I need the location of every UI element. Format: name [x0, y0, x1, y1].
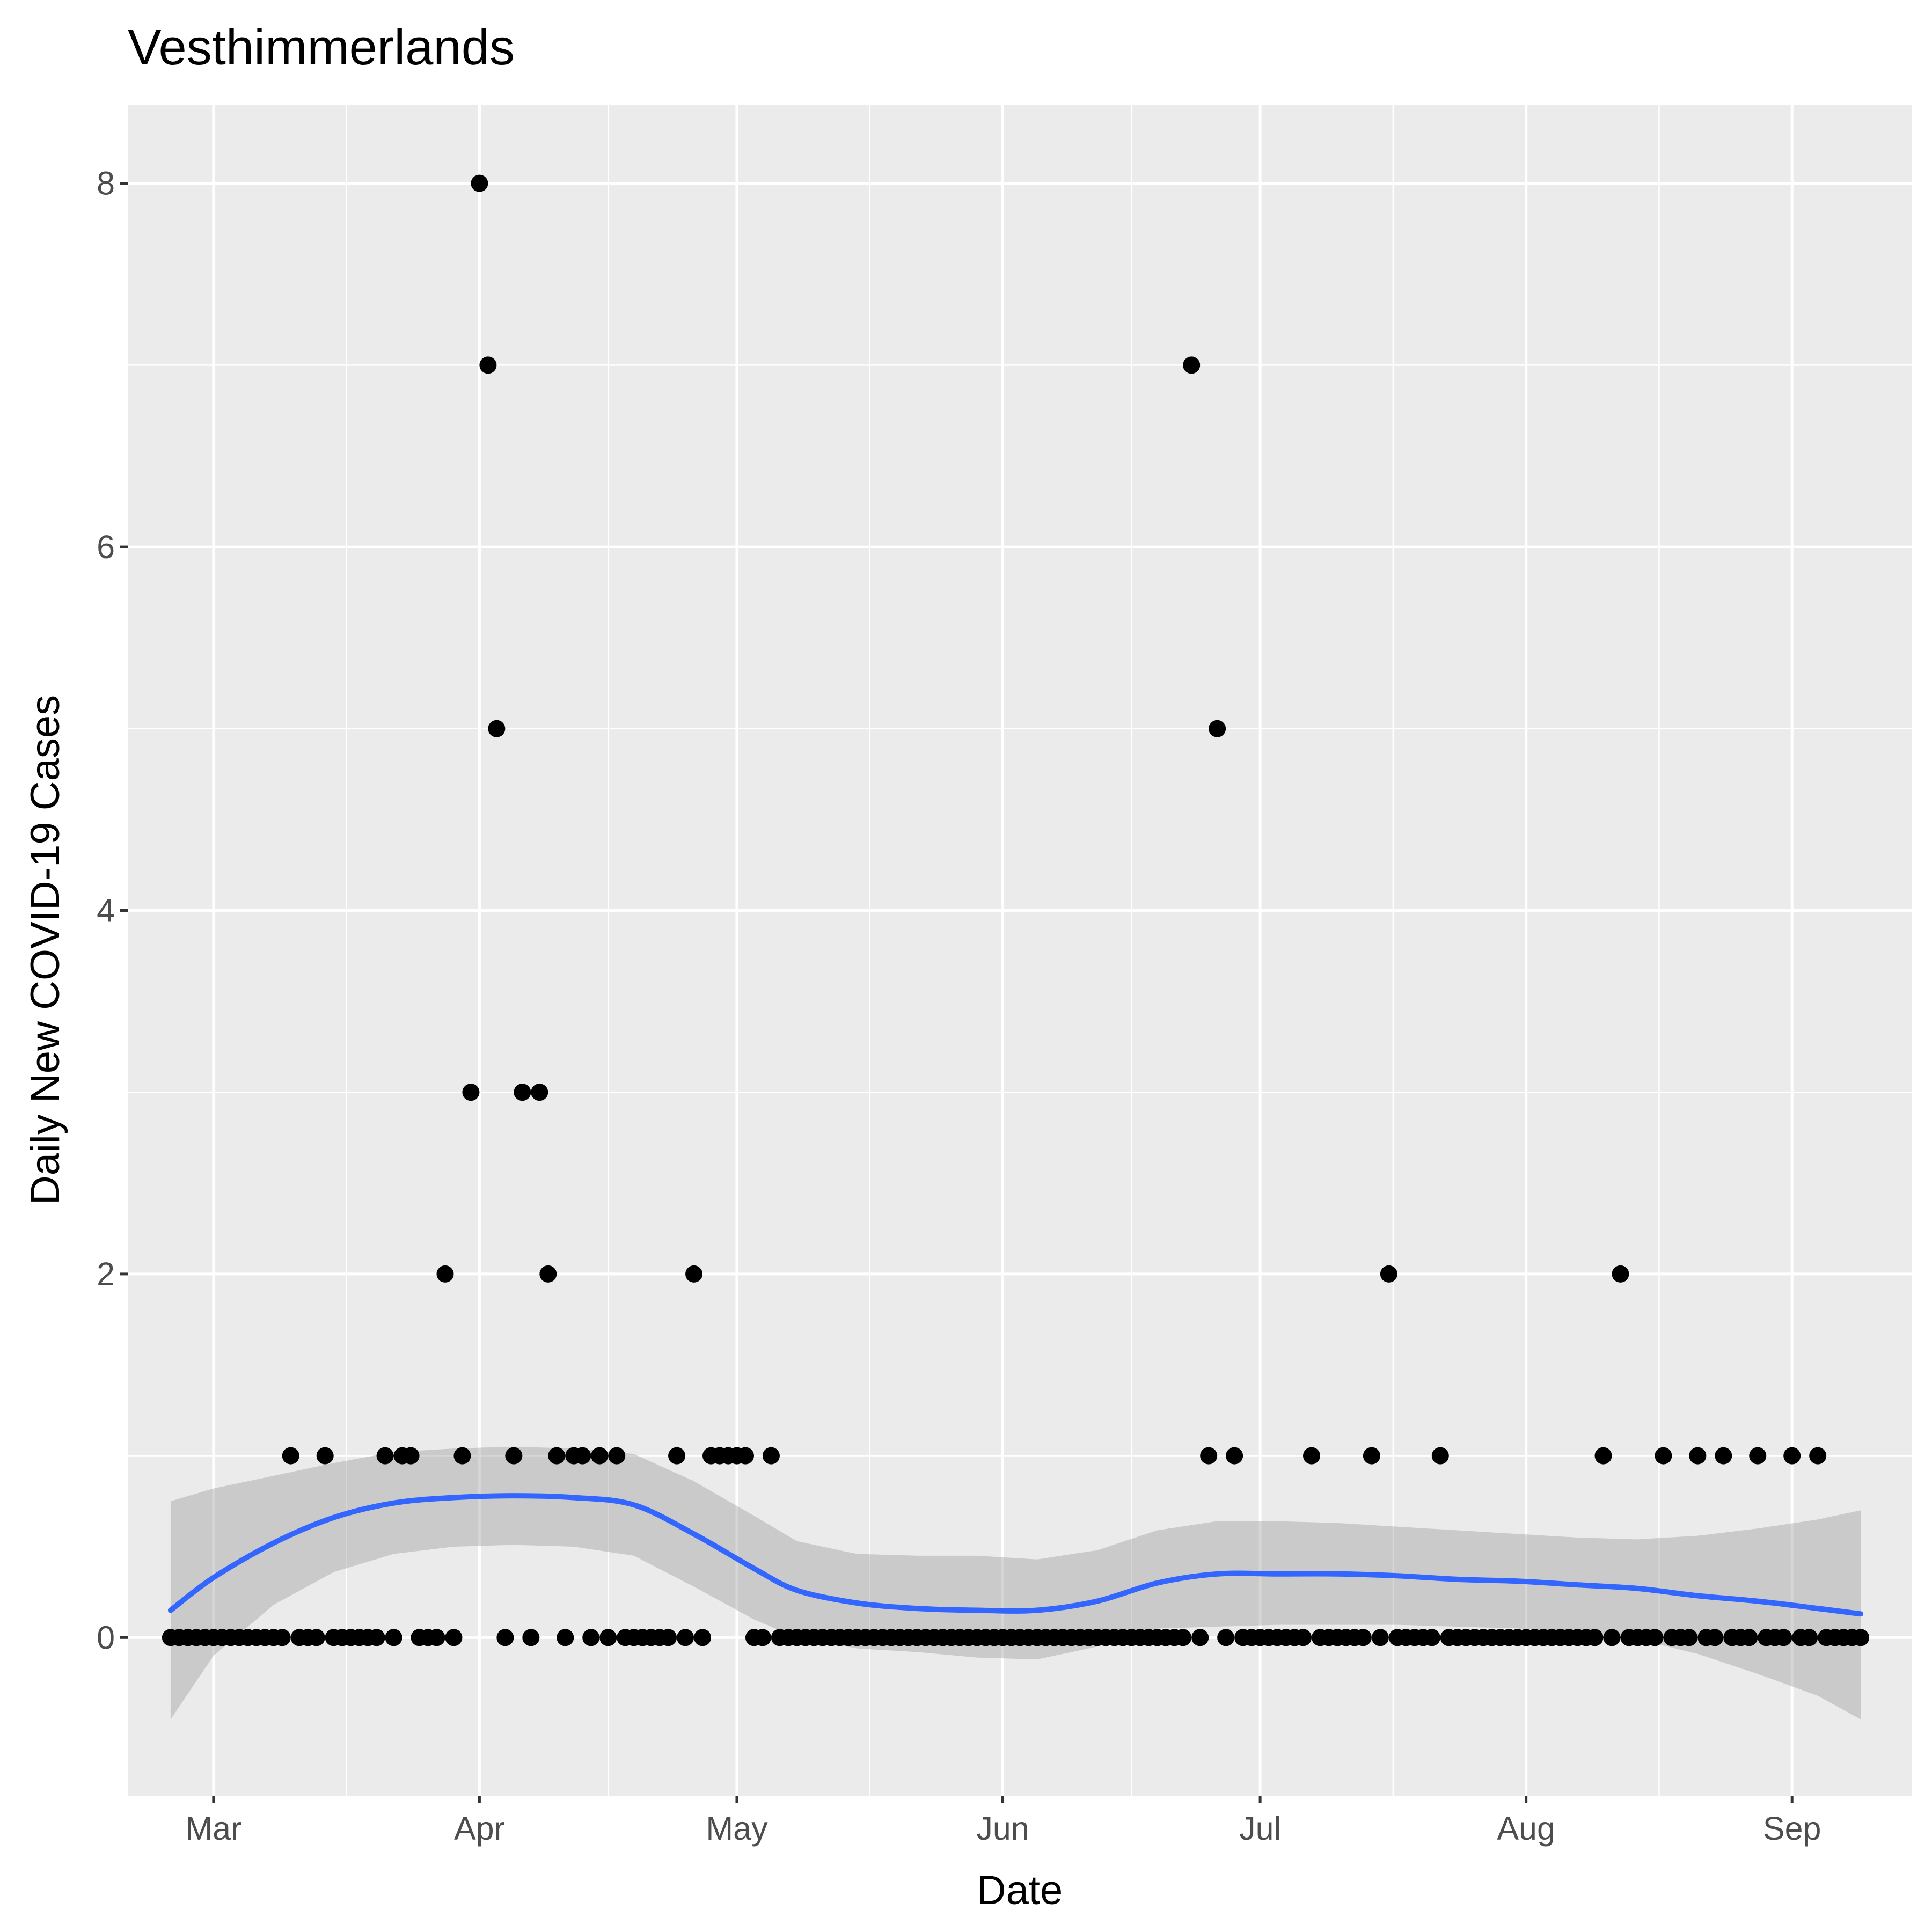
- confidence-band: [170, 1446, 1861, 1719]
- data-point: [402, 1447, 420, 1465]
- x-axis: Mar Apr May Jun Jul Aug Sep: [185, 1796, 1821, 1847]
- data-point: [1303, 1447, 1321, 1465]
- data-point: [1689, 1447, 1707, 1465]
- chart-title: Vesthimmerlands: [128, 19, 515, 75]
- y-tick-label: 6: [97, 529, 115, 565]
- data-point: [462, 1084, 480, 1101]
- data-point: [557, 1629, 574, 1646]
- data-point: [1594, 1447, 1612, 1465]
- minor-gridlines: [128, 105, 1912, 1796]
- data-point: [445, 1629, 463, 1646]
- data-point: [1603, 1629, 1621, 1646]
- data-point: [574, 1447, 591, 1465]
- y-axis-title: Daily New COVID-19 Cases: [23, 695, 68, 1205]
- data-points-layer: [162, 174, 1870, 1646]
- data-point: [282, 1447, 299, 1465]
- data-point: [1226, 1447, 1243, 1465]
- data-point: [273, 1629, 291, 1646]
- data-point: [428, 1629, 445, 1646]
- data-point: [1200, 1447, 1218, 1465]
- data-point: [1363, 1447, 1380, 1465]
- data-point: [471, 174, 488, 192]
- data-point: [1423, 1629, 1440, 1646]
- data-point: [1217, 1629, 1235, 1646]
- data-point: [660, 1629, 677, 1646]
- data-point: [1431, 1447, 1449, 1465]
- data-point: [582, 1629, 600, 1646]
- data-point: [1209, 720, 1226, 737]
- data-point: [753, 1629, 771, 1646]
- data-point: [488, 720, 506, 737]
- data-point: [1191, 1629, 1209, 1646]
- x-tick-label: May: [706, 1810, 768, 1847]
- y-tick-label: 4: [97, 892, 115, 928]
- data-point: [308, 1629, 325, 1646]
- data-point: [599, 1629, 617, 1646]
- data-point: [1715, 1447, 1732, 1465]
- smooth-trend-line: [167, 1493, 1864, 1617]
- data-point: [1174, 1629, 1192, 1646]
- data-point: [1740, 1629, 1758, 1646]
- data-point: [368, 1629, 385, 1646]
- data-point: [1809, 1447, 1827, 1465]
- data-point: [436, 1265, 454, 1283]
- data-point: [1783, 1447, 1801, 1465]
- data-point: [694, 1629, 712, 1646]
- y-tick-label: 2: [97, 1256, 115, 1292]
- data-point: [1655, 1447, 1672, 1465]
- data-point: [608, 1447, 626, 1465]
- data-point: [531, 1084, 548, 1101]
- data-point: [1371, 1629, 1389, 1646]
- data-point: [505, 1447, 523, 1465]
- data-point: [1354, 1629, 1372, 1646]
- data-point: [1612, 1265, 1629, 1283]
- data-point: [453, 1447, 471, 1465]
- data-point: [1646, 1629, 1664, 1646]
- data-point: [514, 1084, 531, 1101]
- smooth-line-layer: [167, 1493, 1864, 1617]
- data-point: [539, 1265, 557, 1283]
- data-point: [522, 1629, 540, 1646]
- data-point: [677, 1629, 694, 1646]
- data-point: [668, 1447, 686, 1465]
- y-tick-label: 0: [97, 1619, 115, 1656]
- x-tick-label: Aug: [1497, 1810, 1555, 1847]
- x-axis-title: Date: [977, 1868, 1063, 1913]
- data-point: [385, 1629, 402, 1646]
- data-point: [316, 1447, 334, 1465]
- x-tick-label: Apr: [454, 1810, 505, 1847]
- confidence-band-layer: [170, 1446, 1861, 1719]
- data-point: [548, 1447, 566, 1465]
- x-tick-label: Mar: [185, 1810, 241, 1847]
- data-point: [591, 1447, 609, 1465]
- x-tick-label: Jul: [1239, 1810, 1281, 1847]
- data-point: [479, 356, 497, 374]
- data-point: [1749, 1447, 1767, 1465]
- y-axis: 0 2 4 6 8: [97, 165, 128, 1656]
- data-point: [1183, 356, 1201, 374]
- x-tick-label: Jun: [976, 1810, 1029, 1847]
- data-point: [685, 1265, 703, 1283]
- data-point: [376, 1447, 394, 1465]
- data-point: [1852, 1629, 1870, 1646]
- plot-panel: [128, 105, 1912, 1796]
- data-point: [496, 1629, 514, 1646]
- data-point: [1380, 1265, 1397, 1283]
- x-tick-label: Sep: [1763, 1810, 1821, 1847]
- data-point: [1775, 1629, 1792, 1646]
- data-point: [1801, 1629, 1818, 1646]
- y-tick-label: 8: [97, 165, 115, 202]
- data-point: [1680, 1629, 1698, 1646]
- data-point: [762, 1447, 780, 1465]
- data-point: [736, 1447, 754, 1465]
- data-point: [1586, 1629, 1604, 1646]
- data-point: [1294, 1629, 1312, 1646]
- data-point: [1706, 1629, 1724, 1646]
